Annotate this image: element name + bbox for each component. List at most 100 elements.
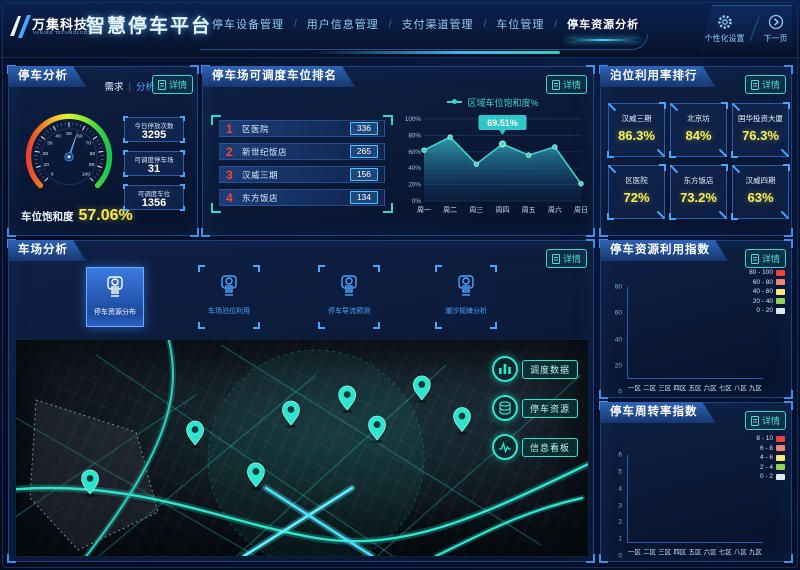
lot-analysis-tab-1[interactable]: 停车资源分布 <box>86 267 144 327</box>
lot-analysis-tab-3[interactable]: 停车导流预测 <box>318 265 380 329</box>
map-pin[interactable] <box>81 469 99 498</box>
legend-swatch-icon <box>776 464 785 470</box>
chart-legend: 区域车位饱和度% <box>399 95 587 109</box>
svg-text:周一: 周一 <box>417 206 431 214</box>
stat-dispatchable-spaces: 可调度车位 1356 <box>123 184 185 211</box>
coverage-circle <box>207 349 425 556</box>
y-tick: 1 <box>618 535 622 543</box>
svg-text:100: 100 <box>82 171 90 177</box>
dispatch-data-button[interactable]: 调度数据 <box>491 356 578 382</box>
y-axis-labels: 0 1 2 3 4 5 6 <box>611 452 624 560</box>
map-pin[interactable] <box>247 462 265 491</box>
legend-entry: 6 - 8 <box>760 445 785 452</box>
lot-name: 东方饭店 <box>683 176 714 185</box>
svg-text:周四: 周四 <box>496 206 510 214</box>
berth-cards-grid: 汉威三期 86.3% 北京坊 84% 国华投资大厦 76.3% 区医院 72% … <box>607 102 790 220</box>
next-page-icon <box>768 14 783 29</box>
nav-item-payment[interactable]: 支付渠道管理 <box>401 19 474 31</box>
rank-number: 1 <box>226 121 233 136</box>
table-row[interactable]: 4 东方饭店 134 <box>219 189 385 206</box>
legend-entry: 0 - 20 <box>756 307 785 314</box>
map-button-label: 信息看板 <box>521 437 578 457</box>
panel-dispatch-ranking: 停车场可调度车位排名 详情 1 区医院 336 2 新世纪饭店 265 3 汉威 <box>201 65 595 237</box>
x-tick: 九区 <box>748 385 762 392</box>
svg-text:30: 30 <box>47 141 53 147</box>
x-axis-labels: 一区 二区 三区 四区 五区 六区 七区 八区 九区 <box>627 379 763 392</box>
svg-text:90: 90 <box>89 162 95 168</box>
svg-text:80: 80 <box>90 151 96 157</box>
table-row[interactable]: 3 汉威三期 156 <box>219 166 385 183</box>
parking-resource-button[interactable]: 停车资源 <box>491 395 578 421</box>
legend-swatch-icon <box>776 454 785 461</box>
detail-button[interactable]: 详情 <box>744 249 786 268</box>
y-tick: 60 <box>614 309 622 317</box>
legend-entry: 2 - 4 <box>760 464 785 471</box>
ranking-list: 1 区医院 336 2 新世纪饭店 265 3 汉威三期 156 4 东方饭店 … <box>211 115 393 213</box>
map-pin[interactable] <box>368 415 386 444</box>
utilization-value: 72% <box>623 190 650 205</box>
legend-swatch-icon <box>776 279 785 285</box>
rank-number: 4 <box>226 190 233 205</box>
nav-separator: / <box>388 18 392 30</box>
stat-value: 1356 <box>141 197 167 209</box>
legend-label: 区域车位饱和度% <box>467 97 539 108</box>
table-row[interactable]: 1 区医院 336 <box>219 120 385 137</box>
lot-name: 新世纪饭店 <box>242 146 288 157</box>
nav-item-space-mgmt[interactable]: 车位管理 <box>496 19 545 31</box>
svg-text:40%: 40% <box>408 165 421 172</box>
document-icon <box>551 253 560 264</box>
legend-swatch-icon <box>776 269 785 276</box>
detail-button[interactable]: 详情 <box>545 75 587 94</box>
detail-button[interactable]: 详情 <box>744 75 786 94</box>
panel-resource-index: 停车资源利用指数 详情 80 - 100 60 - 80 40 - 60 20 - 4… <box>599 239 793 399</box>
info-board-button[interactable]: 信息看板 <box>491 434 578 460</box>
lot-name: 北京坊 <box>687 114 710 123</box>
x-axis-labels: 一区 二区 三区 四区 五区 六区 七区 八区 九区 <box>627 543 763 556</box>
lot-name: 区医院 <box>242 123 270 134</box>
next-page-button[interactable]: 下一页 <box>764 14 788 44</box>
berth-card: 汉威四期 63% <box>731 164 790 220</box>
x-tick: 五区 <box>688 385 702 392</box>
tab-label: 停车导流预测 <box>328 308 370 315</box>
tab-demand[interactable]: 需求 <box>104 82 124 93</box>
legend-entry: 60 - 80 <box>753 279 785 286</box>
panel-title: 停车周转率指数 <box>600 402 716 423</box>
space-count: 156 <box>349 168 378 181</box>
bar-chart-icon <box>491 356 518 382</box>
panel-title: 停车场可调度车位排名 <box>202 66 355 87</box>
map-pin[interactable] <box>186 420 204 449</box>
detail-label: 详情 <box>761 80 780 90</box>
lot-analysis-tab-4[interactable]: 潮汐规律分析 <box>435 265 497 329</box>
top-nav-bar: 万集科技 VANJEE TECHNOLOGY 智慧停车平台 停车设备管理 / 用… <box>0 0 800 58</box>
x-tick: 八区 <box>733 549 747 556</box>
svg-text:100%: 100% <box>405 116 422 123</box>
plot-area <box>627 455 763 543</box>
map-button-label: 停车资源 <box>521 398 578 418</box>
detail-button[interactable]: 详情 <box>545 249 587 268</box>
table-row[interactable]: 2 新世纪饭店 265 <box>219 143 385 160</box>
map-pin[interactable] <box>413 375 431 404</box>
y-tick: 20 <box>614 362 622 370</box>
detail-label: 详情 <box>168 80 187 90</box>
detail-button[interactable]: 详情 <box>151 75 193 94</box>
nav-item-user-info[interactable]: 用户信息管理 <box>306 19 379 31</box>
x-tick: 一区 <box>628 549 642 556</box>
svg-text:80%: 80% <box>408 132 421 139</box>
y-tick: 2 <box>618 518 622 526</box>
utilization-value: 86.3% <box>618 128 655 143</box>
lot-analysis-tab-2[interactable]: 车场泊位利用 <box>198 265 260 329</box>
svg-text:20: 20 <box>43 151 49 157</box>
map-pin[interactable] <box>453 407 471 435</box>
map-pin[interactable] <box>338 385 356 414</box>
settings-label: 个性化设置 <box>704 33 745 43</box>
detail-label: 详情 <box>761 254 780 264</box>
parking-meter-icon <box>341 275 357 296</box>
nav-item-device-mgmt[interactable]: 停车设备管理 <box>212 19 284 31</box>
settings-button[interactable]: 个性化设置 <box>705 14 745 44</box>
city-map[interactable]: 调度数据 停车资源 <box>15 339 589 557</box>
map-pin[interactable] <box>282 400 300 429</box>
panel-berth-utilization: 泊位利用率排行 详情 汉威三期 86.3% 北京坊 84% 国华投资大厦 76.… <box>599 65 793 237</box>
detail-button[interactable]: 详情 <box>744 411 786 430</box>
nav-item-resource-analysis[interactable]: 停车资源分析 <box>567 16 640 41</box>
tab-analysis[interactable]: 分析 <box>135 82 155 93</box>
